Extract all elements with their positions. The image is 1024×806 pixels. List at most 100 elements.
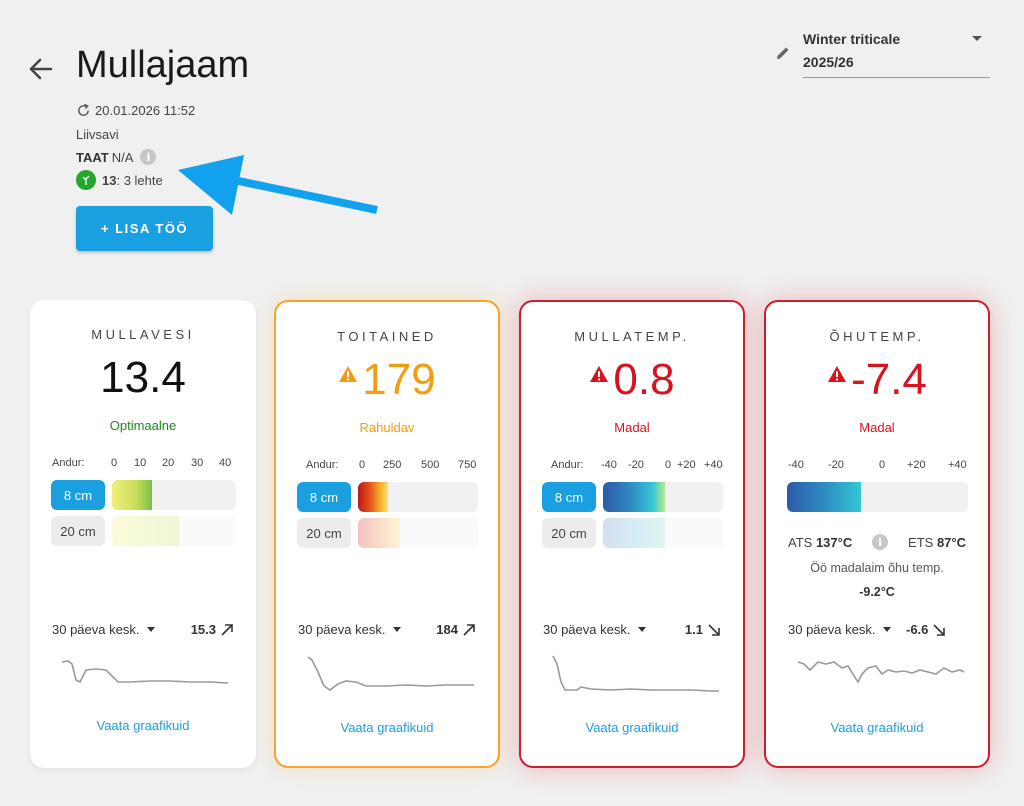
sparkline [552,655,719,692]
scale-tick: 0 [111,457,118,469]
avg-value: -6.6 [906,622,946,637]
ats-value: 137°C [815,534,853,550]
scale-tick: 0 [665,459,672,471]
ats-label: ATS [788,534,816,550]
avg-label: 30 päeva kesk. [52,622,140,637]
card-title: MULLAVESI [91,327,195,342]
warning-triangle-icon [590,366,609,382]
trend-down-icon [708,623,720,636]
bar-fill [358,482,388,512]
scale-tick: +20 [677,459,696,471]
night-min-value: -9.2°C [859,585,895,599]
scale-tick: +20 [907,459,926,471]
status-text: Madal [614,420,650,435]
card-ohutemp: ÕHUTEMP. -7.4 Madal -40 -20 0 +20 +40 AT… [764,300,990,768]
bar-fill [112,516,179,546]
scale-tick: 250 [383,459,402,471]
depth-8cm-button[interactable]: 8 cm [297,482,351,512]
card-mullavesi: MULLAVESI 13.4 Optimaalne Andur: 0 10 20… [30,300,256,768]
scale-tick: +40 [704,459,723,471]
warning-triangle-icon [339,366,358,382]
avg-row: 30 päeva kesk. 184 [298,622,476,640]
depth-8cm-button[interactable]: 8 cm [51,480,105,510]
value-text: 13.4 [100,353,186,402]
sensor-bar [603,482,723,512]
sparkline [797,661,965,684]
sensor-scale: -40 -20 0 +20 +40 [788,459,978,473]
night-min-label: Öö madalaim õhu temp. [810,561,944,575]
avg-period-select[interactable]: 30 päeva kesk. [298,622,402,637]
card-toitained: TOITAINED 179 Rahuldav Andur: 0 250 500 … [274,300,500,768]
sparkline [307,656,474,691]
taat-info: TAAT N/A i [76,149,157,165]
avg-label: 30 päeva kesk. [788,622,876,637]
card-value: -7.4 [766,355,988,405]
card-value: 13.4 [30,353,256,403]
scale-tick: 30 [191,457,204,469]
scale-tick: 500 [421,459,440,471]
scale-tick: -20 [628,459,644,471]
caret-down-icon [883,627,892,632]
taat-label: TAAT [76,149,109,165]
avg-period-select[interactable]: 30 päeva kesk. [52,622,156,637]
info-icon[interactable]: i [872,534,889,550]
scale-label: Andur: [551,459,584,471]
view-charts-link[interactable]: Vaata graafikuid [585,720,679,735]
scale-tick: 10 [134,457,147,469]
select-underline [803,77,990,78]
stage-text: : 3 lehte [116,172,163,188]
crop-name: Winter triticale [803,31,901,47]
soil-type: Liivsavi [76,127,119,142]
depth-8cm-button[interactable]: 8 cm [542,482,596,512]
last-update: 20.01.2026 11:52 [76,103,195,118]
trend-up-icon [221,623,233,636]
card-mullatemp: MULLATEMP. 0.8 Madal Andur: -40 -20 0 +2… [519,300,745,768]
caret-down-icon [638,627,647,632]
avg-label: 30 päeva kesk. [298,622,386,637]
sensor-bar [112,480,236,510]
back-button[interactable] [26,54,56,84]
view-charts-link[interactable]: Vaata graafikuid [340,720,434,735]
avg-number: -6.6 [906,622,929,637]
card-title: TOITAINED [337,329,437,344]
scale-tick: +40 [948,459,967,471]
card-value: 0.8 [521,355,743,405]
scale-tick: -40 [788,459,804,471]
ats-text: ATS 137°C [788,535,852,550]
ats-ets-row: ATS 137°C i ETS 87°C [788,534,966,550]
growth-stage: 13: 3 lehte [76,170,163,190]
depth-20cm-button[interactable]: 20 cm [542,518,596,548]
crop-select[interactable]: Winter triticale 2025/26 [775,28,990,78]
status-text: Madal [859,420,895,435]
avg-period-select[interactable]: 30 päeva kesk. [788,622,892,637]
avg-period-select[interactable]: 30 päeva kesk. [543,622,647,637]
depth-20cm-button[interactable]: 20 cm [297,518,351,548]
avg-number: 1.1 [684,622,703,637]
scale-tick: 0 [359,459,366,471]
trend-down-icon [933,623,946,636]
pencil-icon[interactable] [775,45,791,61]
bar-fill [603,482,665,512]
stage-code: 13 [102,172,117,188]
temp-row [787,482,968,512]
avg-row: 30 päeva kesk. 15.3 [52,622,234,640]
scale-tick: 40 [219,457,232,469]
avg-value: 184 [436,622,476,637]
sensor-bar [787,482,968,512]
bar-fill [603,518,665,548]
depth-row: 20 cm [51,516,236,546]
card-title: MULLATEMP. [574,329,690,344]
refresh-icon[interactable] [76,103,91,118]
sensor-bar [603,518,723,548]
view-charts-link[interactable]: Vaata graafikuid [830,720,924,735]
info-icon[interactable]: i [140,149,157,165]
avg-value: 1.1 [685,622,721,637]
avg-value: 15.3 [191,622,234,637]
add-work-button[interactable]: + LISA TÖÖ [76,206,213,251]
arrow-left-icon [29,58,53,80]
taat-value: N/A [111,149,134,165]
view-charts-link[interactable]: Vaata graafikuid [96,718,190,733]
depth-20cm-button[interactable]: 20 cm [51,516,105,546]
ets-text: ETS 87°C [908,535,966,550]
scale-label: Andur: [52,457,85,469]
